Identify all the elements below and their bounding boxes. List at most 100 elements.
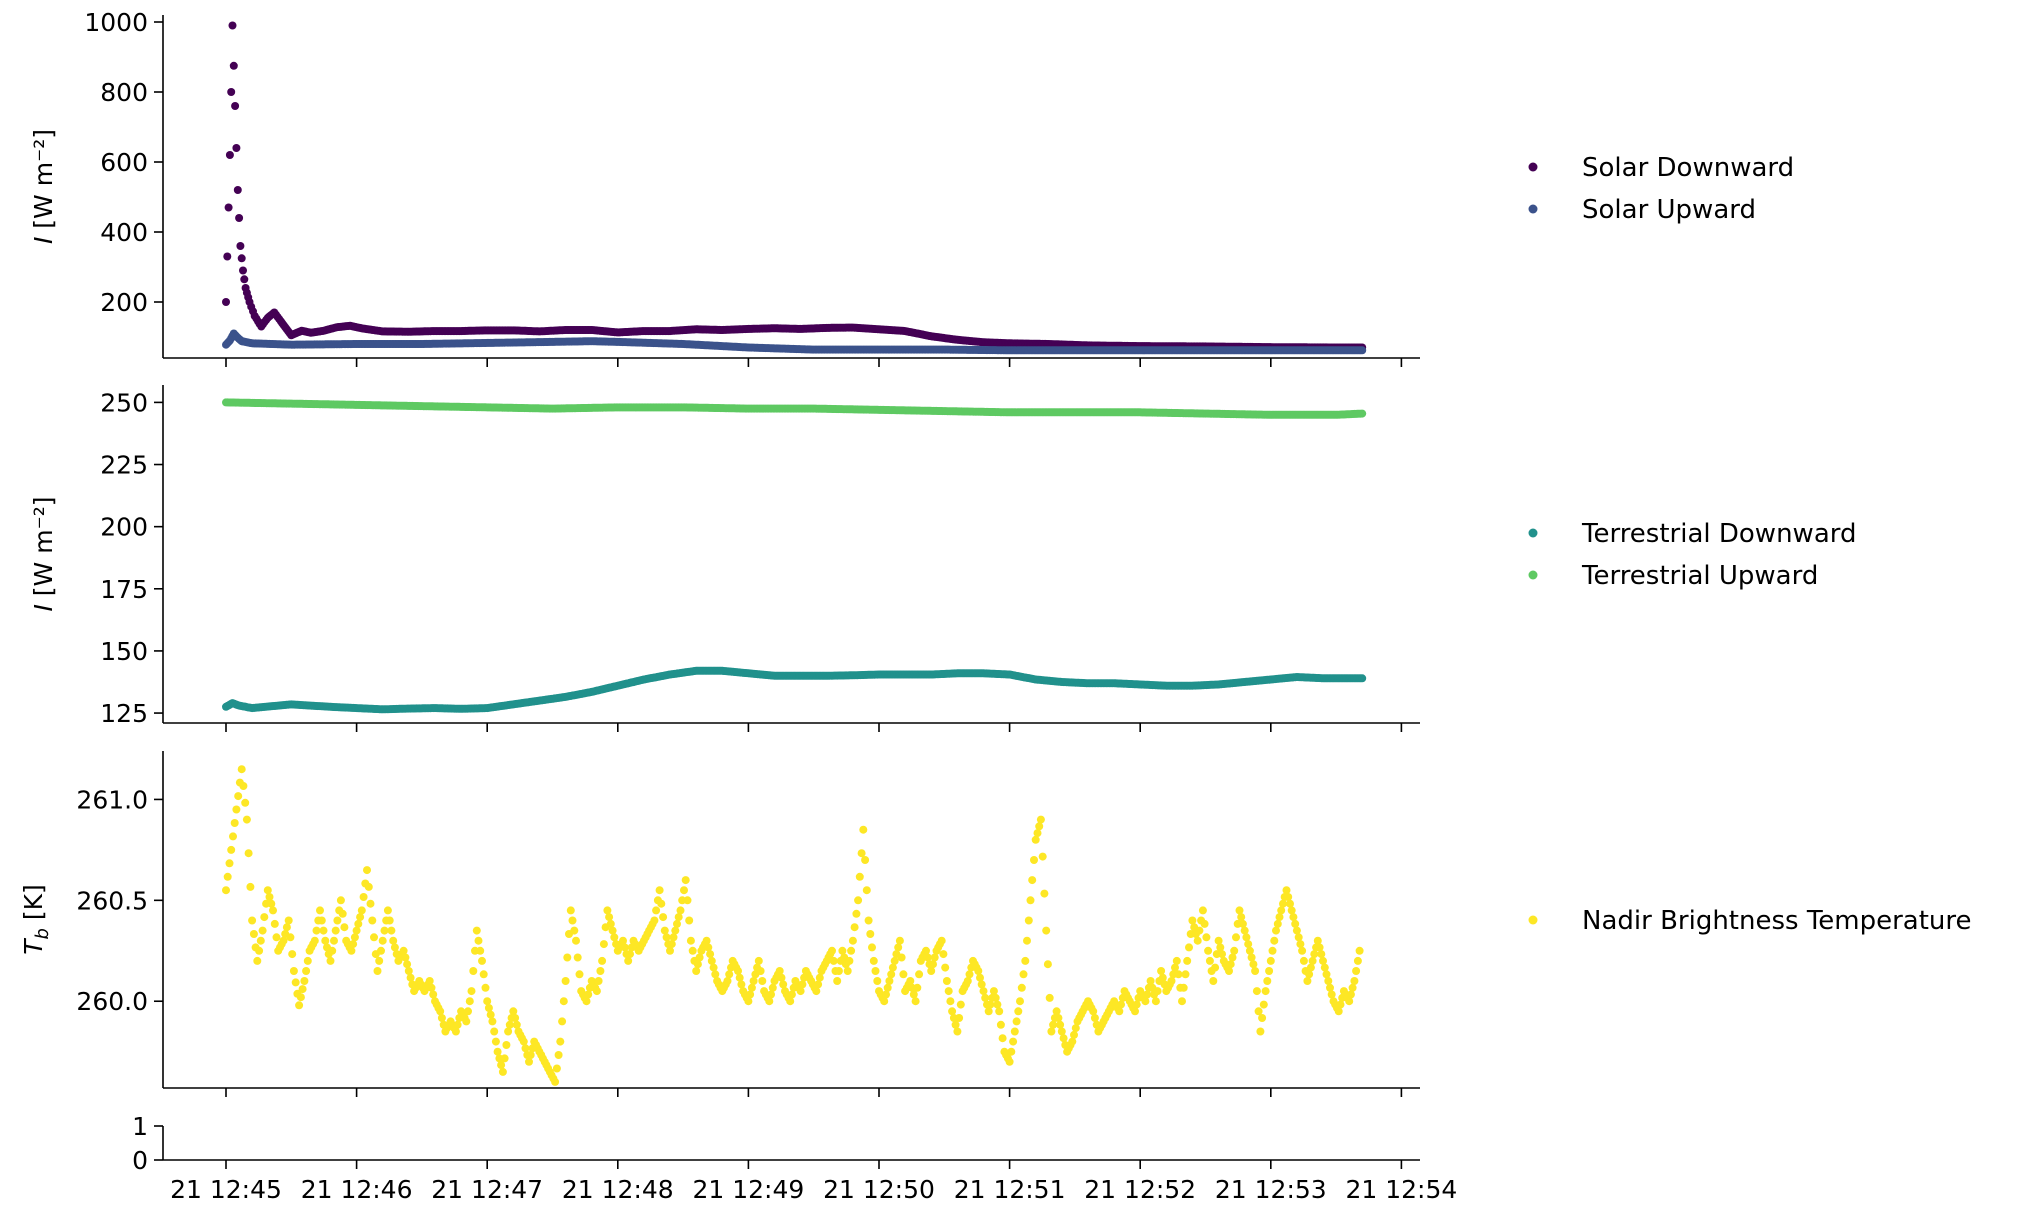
data-point [399,946,408,955]
data-point [913,983,922,992]
data-point [1174,970,1183,979]
data-point [834,967,843,975]
series-solar-upward [222,329,1367,355]
data-point [847,946,856,955]
data-point [401,953,410,962]
data-point [356,913,365,922]
data-point [240,275,249,284]
data-point [948,1007,957,1016]
data-point [1225,967,1233,975]
data-point [340,923,349,932]
data-point [486,1010,495,1019]
data-point [570,926,579,935]
data-point [1313,936,1322,945]
y-tick-label: 200 [100,288,148,317]
data-point [704,943,713,952]
data-point [270,919,279,928]
data-point [359,893,368,901]
data-point [526,1051,535,1059]
data-point [685,916,694,925]
data-point [695,953,704,962]
data-point [1254,1007,1263,1016]
data-point [403,960,412,969]
y-tick: 1000 [84,8,163,37]
data-point [437,1014,446,1022]
legend-marker [1528,570,1538,580]
legend-marker [1528,162,1538,172]
data-point [976,973,984,982]
data-point [558,1017,567,1026]
y-tick: 1 [132,1112,163,1141]
data-point [1282,886,1291,895]
data-point [1023,936,1031,945]
data-point [233,186,242,194]
data-point [258,926,267,935]
data-point [509,1007,518,1016]
data-point [1252,987,1261,996]
data-point [317,916,326,925]
data-point [497,1061,506,1070]
data-point [986,1000,995,1009]
x-tick-label: 21 12:47 [431,1175,543,1204]
data-point [1178,997,1186,1006]
y-tick: 250 [100,388,163,417]
data-point [1358,346,1367,355]
x-tick-label: 21 12:52 [1084,1175,1196,1204]
data-point [798,980,807,989]
data-point [1205,956,1214,965]
data-point [1310,950,1319,959]
data-point [1209,977,1218,985]
data-point [1188,916,1197,925]
data-point [662,933,671,942]
data-point [669,933,678,942]
data-point [1322,970,1331,979]
data-point [552,1064,561,1073]
data-point [310,936,319,945]
legend-marker [1528,915,1538,925]
x-tick-label: 21 12:48 [562,1175,674,1204]
data-point [223,252,232,261]
data-point [1024,916,1033,925]
data-point [476,946,485,955]
y-tick: 200 [100,288,163,317]
data-point [624,956,633,965]
data-point [228,21,237,30]
data-point [1275,913,1284,922]
data-point [1031,835,1040,844]
data-point [1350,977,1359,985]
data-point [1237,913,1246,922]
data-point [744,997,753,1006]
data-point [873,977,882,985]
data-point [1211,963,1220,972]
data-point [289,967,298,975]
data-point [1324,977,1333,985]
data-point [838,946,847,955]
data-point [1017,983,1026,992]
data-point [321,936,330,945]
data-point [573,953,582,962]
data-point [1193,936,1202,945]
data-point [296,993,305,1002]
data-point [659,913,668,922]
data-point [864,916,873,925]
data-point [1279,899,1287,908]
data-point [1286,899,1294,908]
data-point [559,997,568,1006]
data-point [923,953,932,962]
data-point [692,967,701,975]
data-point [880,997,889,1006]
data-point [1049,1020,1058,1029]
y-tick-label: 261.0 [76,785,148,814]
data-point [1358,674,1367,683]
x-tick-label: 21 12:46 [301,1175,413,1204]
data-point [1284,893,1293,901]
data-point [390,943,399,952]
data-point [754,956,763,965]
data-point [955,1014,964,1022]
data-point [1251,967,1260,975]
data-point [1306,963,1315,972]
data-point [681,876,690,885]
data-point [568,916,577,925]
data-point [655,886,664,895]
data-point [686,936,695,945]
